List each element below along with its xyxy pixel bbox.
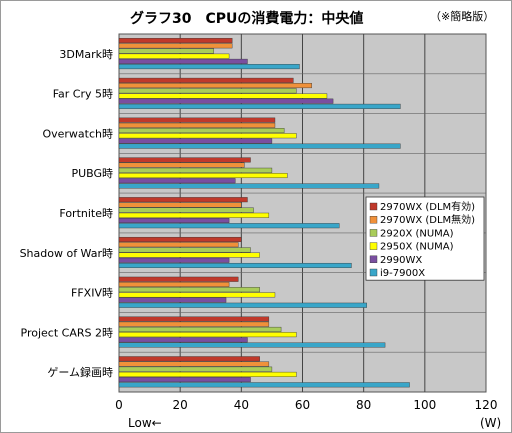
bar [118,162,245,168]
bar [118,197,248,203]
legend-swatch [369,242,378,250]
bar [118,247,251,253]
x-tick-label: 100 [413,398,436,412]
bar [118,292,276,298]
bar [118,342,386,348]
bar [118,302,367,308]
bar [118,223,340,229]
bar [118,382,410,388]
x-axis-note: Low← [128,416,162,430]
bar [118,138,273,144]
chart-title: グラフ30 CPUの消費電力：中央値 [130,11,364,27]
bar [118,83,312,89]
x-tick-label: 40 [234,398,249,412]
bar [118,88,297,94]
bar [118,64,300,70]
category-label: Fortnite時 [59,207,113,220]
bar [118,212,270,218]
bar [118,157,251,163]
bar [118,38,233,44]
category-label: Far Cry 5時 [53,88,113,101]
bar [118,93,328,99]
bar [118,242,239,248]
bar [118,321,270,327]
legend-swatch [369,229,378,237]
bar [118,202,242,208]
bar [118,128,285,134]
chart-note: （※簡略版） [430,10,495,23]
bar [118,217,230,223]
bar [118,207,254,213]
bar [118,183,380,189]
bar [118,173,288,179]
bar [118,58,248,64]
bar [118,257,230,263]
bar [118,361,270,367]
bar [118,252,260,258]
bar [118,326,282,332]
bar [118,366,273,372]
legend-label: 2990WX [380,255,422,266]
bar [118,167,273,173]
category-label: Shadow of War時 [20,247,113,260]
legend-label: 2920X (NUMA) [380,228,454,239]
bar [118,371,297,377]
bar [118,356,260,362]
category-label: FFXIV時 [71,287,113,300]
category-label: PUBG時 [71,167,113,180]
category-label: Project CARS 2時 [21,326,113,339]
legend-swatch [369,268,378,277]
category-label: 3DMark時 [59,48,113,61]
x-tick-label: 20 [173,398,188,412]
legend-swatch [369,255,378,264]
x-tick-label: 60 [295,398,310,412]
bar [118,262,352,268]
bar [118,276,239,282]
x-axis-unit: (W) [480,416,501,430]
x-tick-label: 120 [475,398,498,412]
bar [118,337,248,343]
legend-label: 2970WX (DLM無効) [380,213,475,226]
bar [118,77,294,83]
bar [118,332,297,338]
bar [118,122,276,128]
bar [118,281,230,287]
bar [118,297,227,303]
category-label: ゲーム録画時 [47,365,113,379]
legend-label: 2950X (NUMA) [380,242,454,253]
bar [118,103,401,109]
bar [118,133,297,139]
bar [118,53,230,59]
bar [118,178,236,184]
legend-box [365,196,485,281]
x-tick-label: 0 [115,398,123,412]
x-tick-label: 80 [356,398,371,412]
legend-label: i9-7900X [380,268,425,279]
bar [118,117,276,123]
bar [118,377,251,383]
legend-swatch [369,215,378,224]
bar [118,287,260,293]
bar [118,48,215,54]
legend-label: 2970WX (DLM有効) [380,200,475,213]
bar [118,143,401,149]
legend-swatch [369,202,378,211]
bar [118,98,334,104]
bar [118,43,233,49]
bar [118,316,270,322]
bar [118,236,242,242]
category-label: Overwatch時 [42,127,113,140]
